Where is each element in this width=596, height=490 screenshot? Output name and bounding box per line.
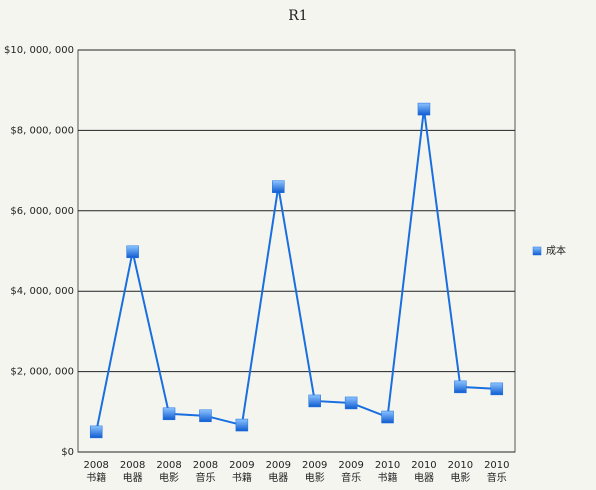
point-marker (162, 407, 176, 421)
x-tick-label: 书籍 (378, 471, 398, 484)
legend-marker (532, 246, 542, 256)
x-tick-label: 书籍 (232, 471, 252, 484)
x-tick-label: 电影 (159, 471, 179, 484)
x-tick-label: 2009 (229, 460, 254, 471)
x-tick-label: 音乐 (341, 471, 361, 484)
x-tick-label: 电器 (123, 471, 143, 484)
x-tick-label: 音乐 (487, 471, 507, 484)
point-marker (344, 396, 358, 410)
series-line (95, 108, 497, 433)
y-tick-label: $2, 000, 000 (10, 367, 74, 378)
point-marker (490, 382, 504, 396)
y-tick-label: $10, 000, 000 (4, 45, 74, 56)
y-tick-label: $6, 000, 000 (10, 206, 74, 217)
x-tick-label: 电器 (414, 471, 434, 484)
x-tick-label: 音乐 (195, 471, 215, 484)
x-tick-label: 2010 (411, 460, 436, 471)
x-tick-label: 2009 (266, 460, 291, 471)
point-marker (308, 394, 321, 408)
x-tick-label: 电影 (305, 471, 325, 484)
legend-label: 成本 (546, 244, 566, 257)
chart-title: R1 (288, 8, 307, 24)
x-tick-label: 2009 (302, 460, 327, 471)
point-marker (89, 425, 103, 439)
plot-frame (77, 49, 516, 453)
x-tick-label: 2008 (193, 460, 218, 471)
y-tick-label: $4, 000, 000 (10, 286, 74, 297)
x-tick-label: 书籍 (86, 471, 106, 484)
x-tick-label: 2008 (156, 460, 181, 471)
y-tick-label: $8, 000, 000 (10, 125, 74, 136)
x-tick-label: 2010 (484, 460, 509, 471)
x-tick-label: 2008 (120, 460, 145, 471)
x-tick-label: 电器 (268, 471, 288, 484)
x-tick-label: 电影 (450, 471, 470, 484)
x-tick-label: 2008 (83, 460, 108, 471)
point-marker (381, 410, 394, 424)
y-tick-label: $0 (61, 447, 74, 458)
point-marker (126, 245, 139, 259)
point-marker (199, 409, 212, 423)
x-tick-label: 2009 (338, 460, 363, 471)
point-marker (454, 380, 467, 394)
point-marker (235, 418, 249, 432)
x-tick-label: 2010 (448, 460, 473, 471)
point-marker (272, 180, 285, 193)
x-tick-label: 2010 (375, 460, 400, 471)
point-marker (417, 102, 431, 116)
